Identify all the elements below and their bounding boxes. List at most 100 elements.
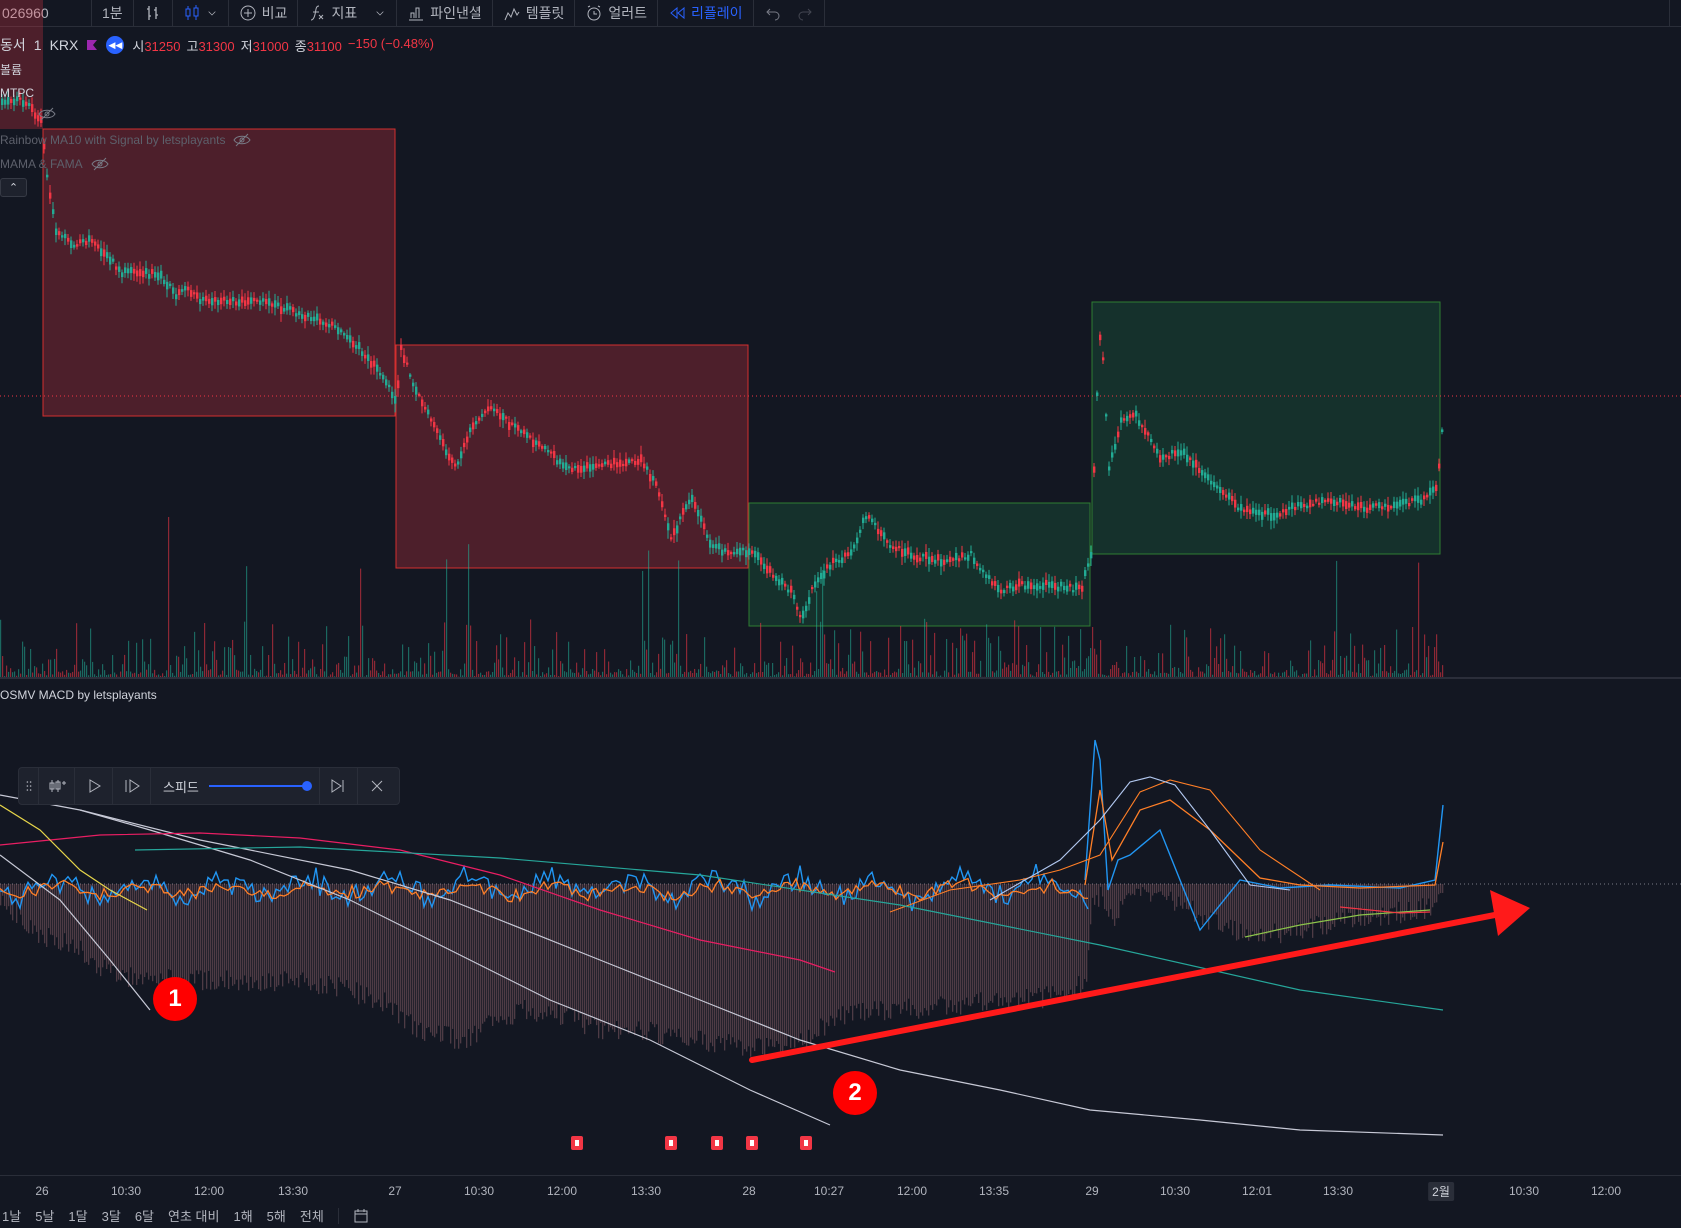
indicators-button[interactable]: 지표: [298, 0, 398, 27]
candle-body: [1033, 585, 1036, 590]
histogram-bar: [922, 884, 924, 1016]
time-axis[interactable]: 26 10:30 12:00 13:30 27 10:30 12:00 13:30 28 10:2…: [0, 1175, 1681, 1203]
speed-slider[interactable]: [208, 781, 312, 791]
candle-body: [913, 555, 916, 560]
replay-button[interactable]: 리플레이: [658, 0, 754, 27]
close-replay-button[interactable]: [358, 768, 396, 804]
histogram-bar: [412, 884, 414, 1035]
candle-type-button[interactable]: [173, 0, 229, 27]
candle-body: [625, 458, 628, 467]
volume-bar: [1218, 664, 1220, 677]
volume-bar: [872, 673, 874, 677]
histogram-bar: [572, 884, 574, 1011]
replay-mode-icon[interactable]: ◀◀: [106, 36, 125, 54]
drag-handle-icon[interactable]: [19, 768, 39, 804]
candle-body: [1078, 584, 1081, 590]
histogram-bar: [668, 884, 670, 1029]
pine-button[interactable]: 파인낸셜: [397, 0, 493, 27]
volume-bar: [1050, 675, 1052, 677]
legend-mama[interactable]: MAMA & FAMA: [0, 156, 109, 172]
volume-bar: [790, 674, 792, 677]
volume-bar: [1328, 674, 1330, 677]
candle-body: [421, 399, 424, 407]
volume-bar: [330, 674, 332, 677]
volume-bar: [1168, 673, 1170, 677]
speed-slider-knob[interactable]: [301, 781, 312, 791]
legend-volume[interactable]: 볼륨: [0, 61, 22, 78]
histogram-bar: [1372, 884, 1374, 917]
undo-icon[interactable]: [764, 4, 782, 22]
volume-bar: [1250, 670, 1252, 677]
hidden-eye-icon[interactable]: [91, 156, 109, 172]
volume-bar: [650, 672, 652, 677]
histogram-bar: [838, 884, 840, 1010]
hidden-eye-icon[interactable]: [38, 106, 56, 122]
legend-mtpc[interactable]: MTPC: [0, 86, 34, 100]
open-value: 31250: [144, 38, 181, 54]
range-button[interactable]: 3달: [101, 1209, 121, 1224]
range-button[interactable]: 1해: [233, 1209, 253, 1224]
volume-bar: [1296, 670, 1298, 677]
speed-control[interactable]: 스피드: [151, 768, 320, 804]
osmv-pane-title[interactable]: OSMV MACD by letsplayants: [0, 688, 157, 702]
range-button[interactable]: 연초 대비: [168, 1209, 220, 1224]
volume-bar: [832, 669, 834, 677]
candle-body: [424, 406, 427, 410]
volume-bar: [1416, 670, 1418, 677]
jump-to-realtime-button[interactable]: [320, 768, 358, 804]
interval-button[interactable]: 1분: [92, 0, 134, 27]
volume-bar: [1192, 671, 1194, 677]
templates-button[interactable]: 템플릿: [493, 0, 576, 27]
volume-bar: [1100, 640, 1102, 677]
legend-rainbow[interactable]: Rainbow MA10 with Signal by letsplayants: [0, 132, 252, 148]
histogram-bar: [248, 884, 250, 991]
range-button[interactable]: 전체: [299, 1209, 324, 1224]
range-button[interactable]: 5날: [35, 1209, 55, 1224]
redo-icon[interactable]: [796, 4, 814, 22]
calendar-icon[interactable]: [353, 1208, 369, 1224]
symbol-search-button[interactable]: 026960: [0, 0, 92, 27]
flag-icon[interactable]: [86, 39, 98, 51]
histogram-bar: [154, 884, 156, 976]
histogram-bar: [414, 884, 416, 1022]
play-button[interactable]: [75, 768, 113, 804]
hidden-eye-icon[interactable]: [233, 132, 252, 148]
histogram-bar: [558, 884, 560, 1005]
bar-type-button[interactable]: [134, 0, 173, 27]
histogram-bar: [192, 884, 194, 975]
undo-redo-group: [754, 0, 825, 27]
volume-bar: [1052, 672, 1054, 677]
candle-body: [1114, 444, 1117, 450]
range-button[interactable]: 1날: [2, 1209, 22, 1224]
histogram-bar: [122, 884, 124, 971]
chart-canvas[interactable]: [0, 0, 1681, 1175]
range-button[interactable]: 5해: [266, 1209, 286, 1224]
legend-collapse-button[interactable]: ⌃: [0, 178, 27, 197]
candle-body: [799, 614, 802, 618]
histogram-bar: [610, 884, 612, 1028]
volume-bar: [770, 676, 772, 677]
range-button[interactable]: 1달: [68, 1209, 88, 1224]
select-bar-button[interactable]: [39, 768, 75, 804]
candle-body: [1096, 392, 1099, 396]
histogram-bar: [1036, 884, 1038, 994]
volume-bar: [614, 672, 616, 677]
alerts-button[interactable]: 얼러트: [575, 0, 659, 27]
volume-bar: [990, 643, 992, 677]
volume-bar: [1042, 672, 1044, 677]
histogram-bar: [938, 884, 940, 1000]
range-button[interactable]: 6달: [134, 1209, 155, 1224]
close-value: 31100: [306, 38, 342, 54]
volume-bar: [600, 675, 602, 677]
candle-body: [1369, 504, 1372, 511]
volume-bar: [460, 669, 462, 677]
volume-bar: [922, 672, 924, 677]
volume-bar: [908, 664, 910, 677]
step-forward-button[interactable]: [113, 768, 151, 804]
volume-bar: [50, 659, 52, 677]
candle-body: [1303, 503, 1306, 508]
volume-bar: [1134, 657, 1136, 677]
volume-bar: [72, 671, 74, 677]
compare-button[interactable]: 비교: [229, 0, 299, 27]
histogram-bar: [728, 884, 730, 1035]
